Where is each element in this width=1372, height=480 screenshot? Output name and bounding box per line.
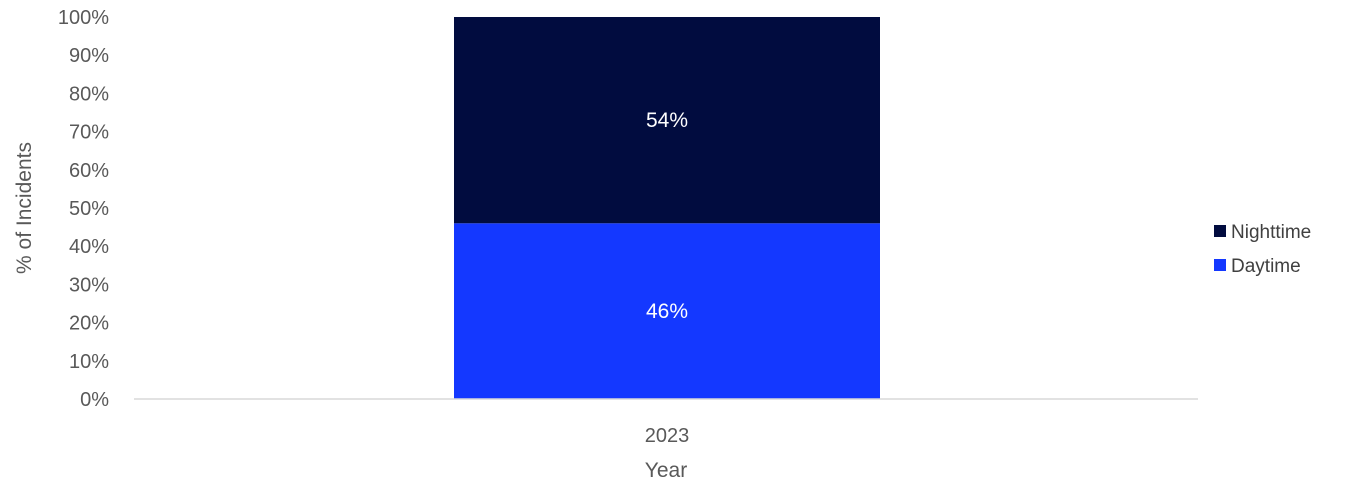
y-tick-label: 80% (69, 83, 109, 105)
legend-swatch-nighttime (1214, 225, 1226, 237)
y-tick-label: 30% (69, 274, 109, 296)
data-label-nighttime: 54% (646, 109, 688, 132)
x-axis-ticks: 2023 (645, 425, 690, 447)
y-axis-ticks: 0% 10% 20% 30% 40% 50% 60% 70% 80% 90% 100% (58, 7, 109, 411)
legend-label-nighttime: Nighttime (1231, 222, 1311, 243)
x-tick-label: 2023 (645, 425, 690, 447)
y-tick-label: 40% (69, 236, 109, 258)
y-tick-label: 50% (69, 198, 109, 220)
y-tick-label: 0% (80, 389, 109, 411)
y-tick-label: 60% (69, 160, 109, 182)
x-axis-title: Year (645, 459, 687, 480)
data-label-daytime: 46% (646, 300, 688, 323)
legend-swatch-daytime (1214, 259, 1226, 271)
y-axis-title: % of Incidents (13, 142, 36, 274)
y-tick-label: 10% (69, 351, 109, 373)
bars: 46% 54% (454, 17, 880, 399)
y-tick-label: 20% (69, 313, 109, 335)
legend-label-daytime: Daytime (1231, 256, 1301, 277)
bar-nighttime (454, 17, 880, 224)
legend: Nighttime Daytime (1214, 222, 1311, 277)
y-tick-label: 90% (69, 45, 109, 67)
y-tick-label: 70% (69, 122, 109, 144)
y-tick-label: 100% (58, 7, 109, 29)
bar-daytime (454, 223, 880, 399)
